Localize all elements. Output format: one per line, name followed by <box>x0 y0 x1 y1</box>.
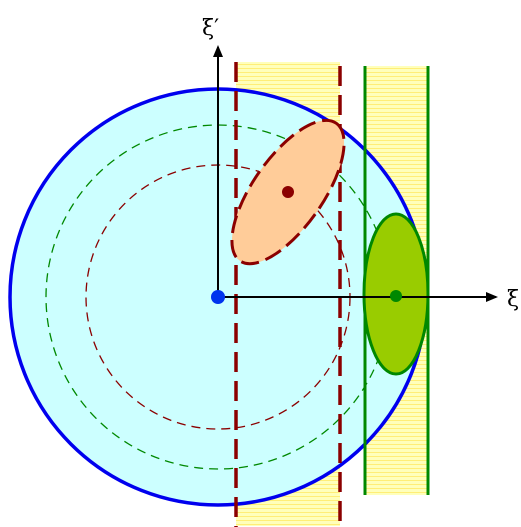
horizontal-axis-label: ξ <box>507 287 519 312</box>
green-ellipse-center-dot <box>390 290 402 302</box>
vertical-axis-label: ξ′ <box>202 16 219 41</box>
origin-dot <box>211 290 225 304</box>
red-ellipse-center-dot <box>282 186 294 198</box>
